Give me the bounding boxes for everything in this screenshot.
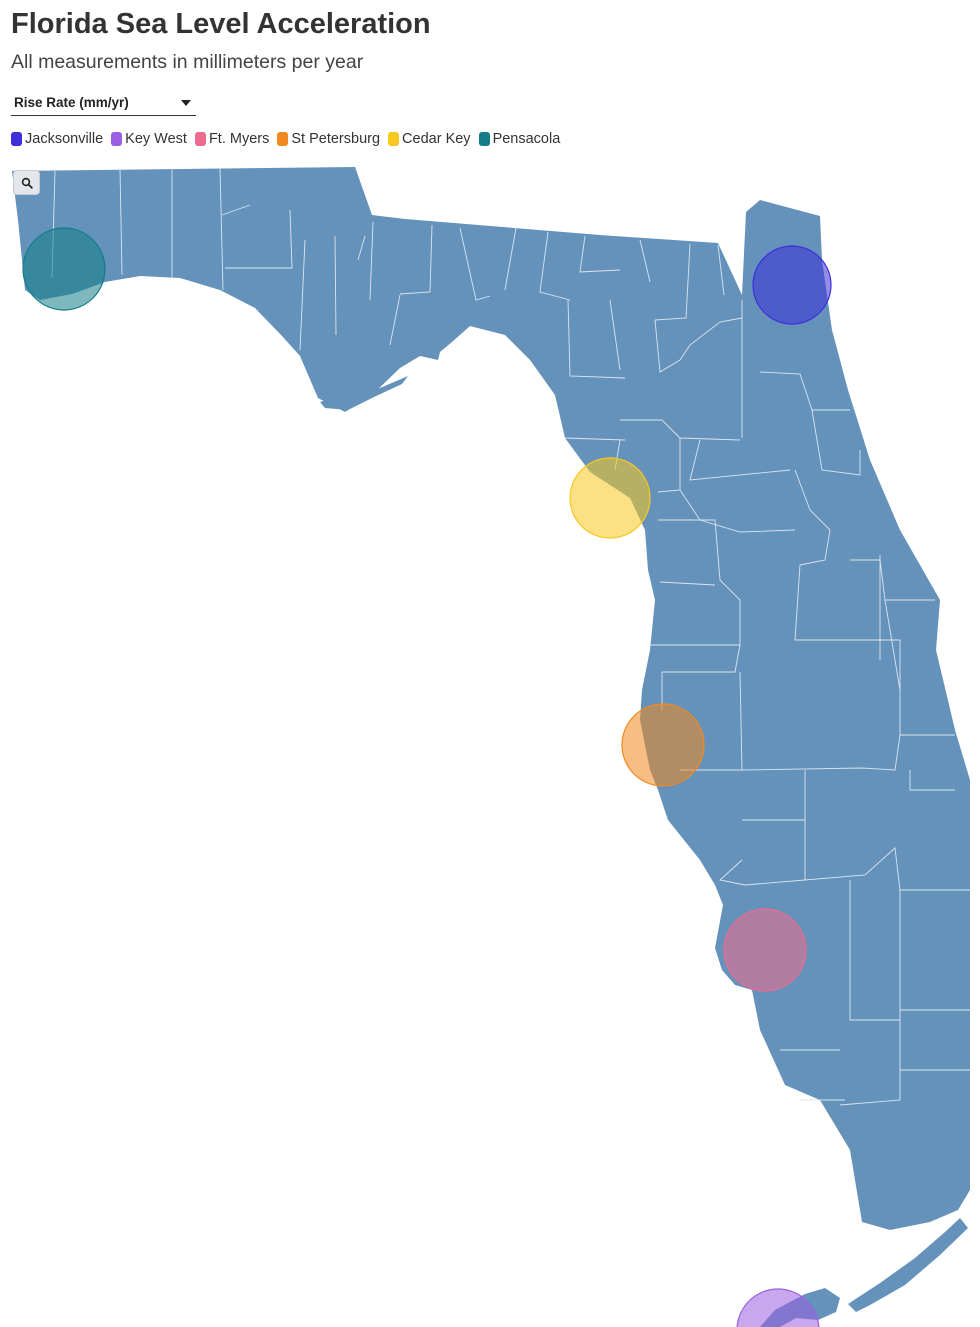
legend-item-ft-myers[interactable]: Ft. Myers bbox=[194, 131, 270, 147]
zoom-button[interactable] bbox=[13, 170, 40, 195]
legend: Jacksonville Key West Ft. Myers St Peter… bbox=[11, 131, 560, 147]
legend-swatch bbox=[11, 132, 22, 146]
county-borders bbox=[51, 167, 970, 1106]
station-marker-pensacola[interactable] bbox=[22, 227, 106, 311]
search-icon bbox=[21, 177, 33, 189]
station-marker-cedar-key[interactable] bbox=[569, 457, 651, 539]
page-title: Florida Sea Level Acceleration bbox=[11, 8, 431, 40]
legend-swatch bbox=[111, 132, 123, 146]
page-subtitle: All measurements in millimeters per year bbox=[11, 51, 364, 73]
legend-item-st-petersburg[interactable]: St Petersburg bbox=[277, 131, 380, 147]
legend-label: Cedar Key bbox=[402, 131, 471, 147]
metric-select[interactable]: Rise Rate (mm/yr) bbox=[11, 92, 196, 116]
legend-swatch bbox=[277, 132, 289, 146]
chevron-down-icon bbox=[181, 100, 191, 106]
legend-label: Key West bbox=[125, 131, 187, 147]
legend-item-jacksonville[interactable]: Jacksonville bbox=[11, 131, 103, 147]
legend-label: Ft. Myers bbox=[208, 131, 270, 147]
florida-land bbox=[12, 167, 970, 1327]
station-markers bbox=[22, 227, 832, 1327]
legend-item-cedar-key[interactable]: Cedar Key bbox=[388, 131, 471, 147]
legend-swatch bbox=[194, 132, 206, 146]
station-marker-jacksonville[interactable] bbox=[752, 245, 832, 325]
metric-select-label: Rise Rate (mm/yr) bbox=[14, 95, 129, 110]
station-marker-ft-myers[interactable] bbox=[723, 908, 807, 992]
legend-label: Pensacola bbox=[492, 131, 561, 147]
florida-map[interactable] bbox=[0, 165, 980, 1327]
legend-swatch bbox=[478, 132, 490, 146]
legend-swatch bbox=[388, 132, 400, 146]
legend-item-key-west[interactable]: Key West bbox=[111, 131, 187, 147]
station-marker-key-west[interactable] bbox=[736, 1288, 820, 1327]
florida-mainland bbox=[12, 167, 970, 1230]
legend-item-pensacola[interactable]: Pensacola bbox=[478, 131, 561, 147]
legend-label: Jacksonville bbox=[25, 131, 104, 147]
station-marker-st-petersburg[interactable] bbox=[621, 703, 705, 787]
gulf-islands bbox=[320, 376, 408, 410]
florida-keys bbox=[848, 1218, 968, 1312]
legend-label: St Petersburg bbox=[291, 131, 381, 147]
